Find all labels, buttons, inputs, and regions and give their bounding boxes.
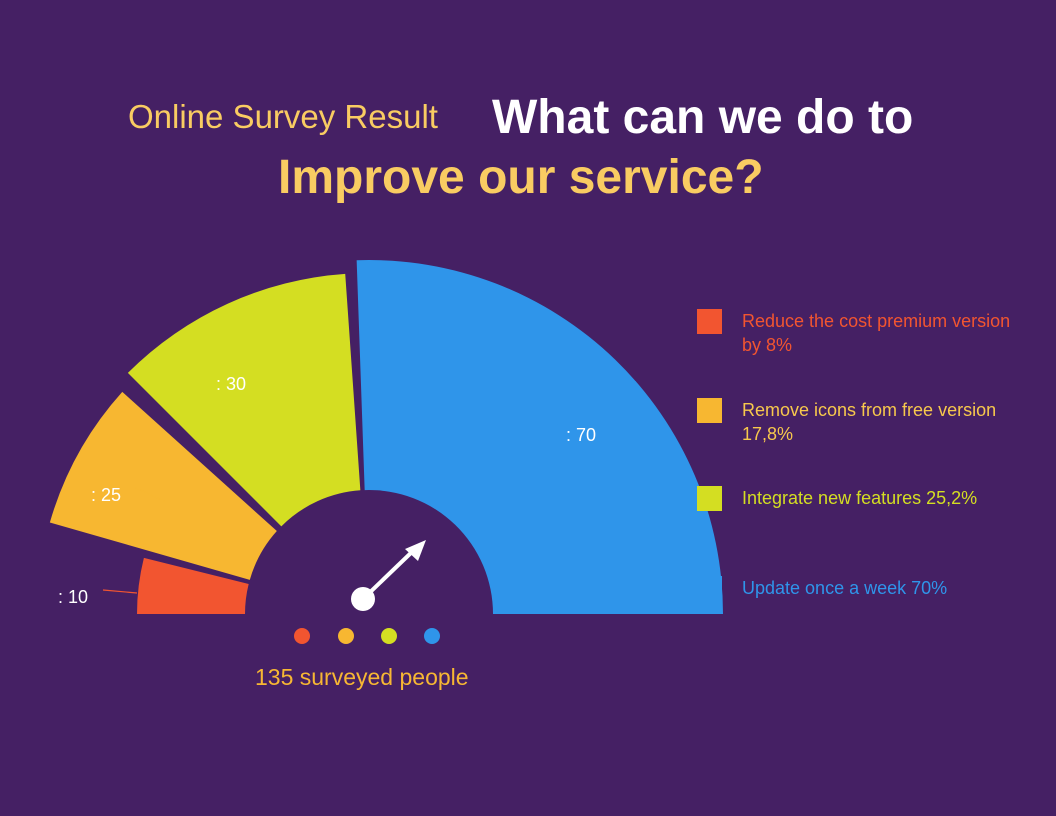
legend-label-1: Reduce the cost premium version by 8% — [742, 311, 1011, 355]
gauge-segment-2 — [49, 391, 277, 580]
gauge-leader-line-4 — [530, 424, 559, 448]
gauge-needle-hub — [351, 587, 375, 611]
legend-label-3: Integrate new features 25,2% — [742, 488, 978, 508]
gauge-leader-line-1 — [102, 589, 138, 594]
title-small: Online Survey Result — [128, 98, 438, 135]
gauge-dot-3 — [381, 628, 397, 644]
title-big: What can we do to — [492, 91, 914, 144]
gauge-segment-3 — [127, 273, 361, 527]
gauge-leader-line-2 — [133, 486, 167, 503]
gauge-value-label-1: : 10 — [58, 587, 88, 607]
legend-swatch-3 — [697, 486, 722, 511]
legend-label-2: Remove icons from free version 17,8% — [742, 400, 997, 444]
gauge-segment-1 — [137, 557, 249, 614]
gauge-dot-1 — [294, 628, 310, 644]
legend-swatch-1 — [697, 309, 722, 334]
gauge-needle-arrowhead — [405, 540, 426, 561]
legend-swatch-4 — [697, 576, 722, 601]
legend-swatch-2 — [697, 398, 722, 423]
gauge-value-label-3: : 30 — [216, 374, 246, 394]
legend-label-4: Update once a week 70% — [742, 578, 948, 598]
gauge-dot-2 — [338, 628, 354, 644]
gauge-leader-line-3 — [260, 376, 278, 403]
gauge-dot-4 — [424, 628, 440, 644]
gauge-value-label-4: : 70 — [566, 425, 596, 445]
gauge-segment-4 — [356, 260, 723, 614]
gauge-value-label-2: : 25 — [91, 485, 121, 505]
surveyed-caption: 135 surveyed people — [255, 664, 469, 690]
title-line2: Improve our service? — [278, 151, 764, 204]
